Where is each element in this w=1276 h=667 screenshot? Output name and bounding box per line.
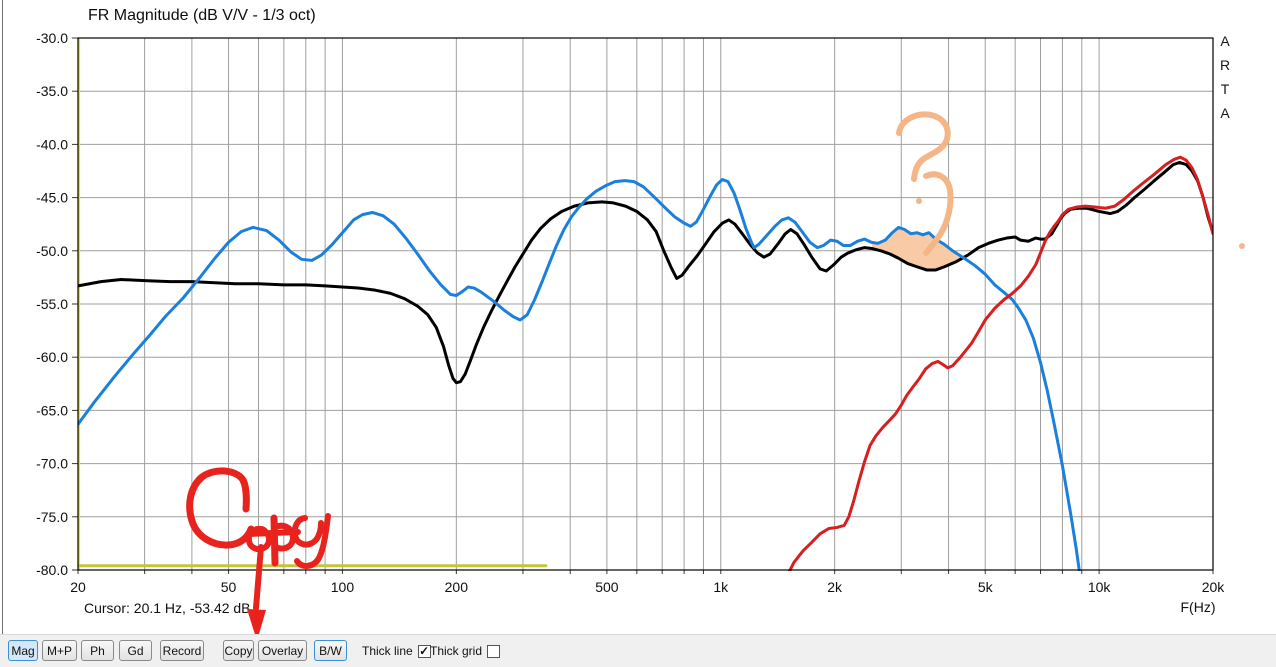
x-tick-label: 100 [331, 579, 355, 595]
x-tick-label: 200 [445, 579, 469, 595]
checkbox-label: Thick line [362, 644, 413, 658]
checkbox-label: Thick grid [430, 644, 483, 658]
checkbox-box[interactable]: ✓ [417, 643, 431, 658]
x-tick-label: 2k [827, 579, 843, 595]
toolbar-button-record[interactable]: Record [160, 640, 204, 661]
toolbar-button-gd[interactable]: Gd [119, 640, 152, 661]
x-tick-label: 1k [713, 579, 729, 595]
y-tick-label: -40.0 [36, 136, 68, 152]
y-tick-label: -60.0 [36, 349, 68, 365]
x-axis-unit-label: F(Hz) [1180, 599, 1216, 615]
x-tick-label: 20 [70, 579, 86, 595]
checkbox-box[interactable] [487, 644, 501, 658]
toolbar-button-ph[interactable]: Ph [81, 640, 114, 661]
x-tick-label: 500 [595, 579, 619, 595]
stray-orange-dot [1239, 243, 1245, 249]
y-tick-label: -80.0 [36, 562, 68, 578]
toolbar-button-copy[interactable]: Copy [223, 640, 254, 661]
cursor-readout: Cursor: 20.1 Hz, -53.42 dB [84, 600, 251, 616]
y-tick-label: -70.0 [36, 456, 68, 472]
window-edge [2, 0, 3, 667]
bottom-toolbar: Mag M+P Ph Gd Record Copy Overlay B/W Thick line… [0, 634, 1276, 667]
x-tick-label: 20k [1202, 579, 1226, 595]
arta-watermark: ARTA [1217, 33, 1233, 129]
x-tick-label: 10k [1088, 579, 1112, 595]
toolbar-button-overlay[interactable]: Overlay [258, 640, 307, 661]
chart-title: FR Magnitude (dB V/V - 1/3 oct) [88, 7, 316, 24]
toolbar-button-mag[interactable]: Mag [8, 640, 38, 661]
x-tick-label: 5k [978, 579, 994, 595]
toolbar-button-m-p[interactable]: M+P [42, 640, 77, 661]
toolbar-button-b-w[interactable]: B/W [314, 640, 347, 661]
y-tick-label: -65.0 [36, 402, 68, 418]
y-tick-label: -75.0 [36, 509, 68, 525]
y-tick-label: -35.0 [36, 83, 68, 99]
x-tick-label: 50 [221, 579, 237, 595]
fr-magnitude-plot-area[interactable] [78, 38, 1213, 570]
checkbox-thick-line[interactable]: Thick line ✓ [362, 642, 431, 660]
y-tick-label: -55.0 [36, 296, 68, 312]
y-tick-label: -50.0 [36, 243, 68, 259]
y-tick-label: -30.0 [36, 30, 68, 46]
y-tick-label: -45.0 [36, 190, 68, 206]
checkbox-thick-grid[interactable]: Thick grid [430, 642, 501, 660]
